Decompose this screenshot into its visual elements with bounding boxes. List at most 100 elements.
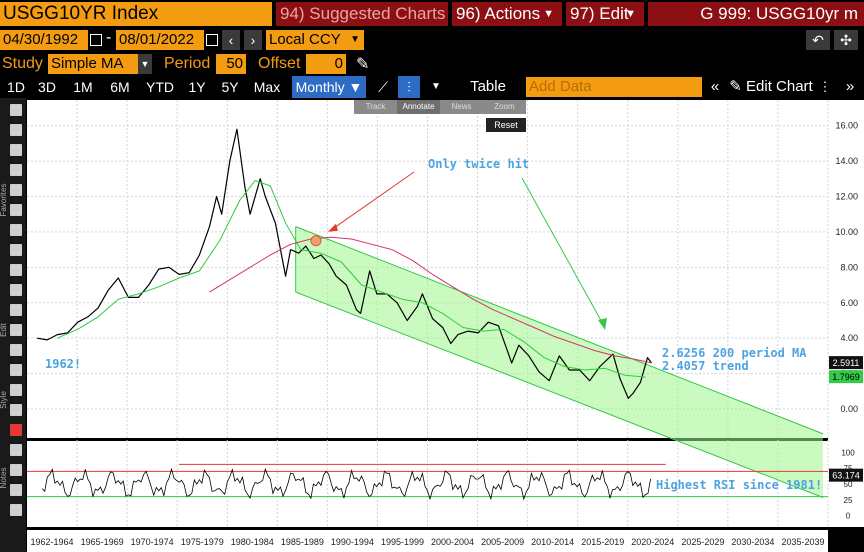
- offset-field[interactable]: 0: [306, 54, 346, 74]
- overlay-tool-news[interactable]: News: [451, 102, 472, 111]
- overlay-tool-zoom[interactable]: Zoom: [494, 102, 515, 111]
- side-tab-style[interactable]: Style: [0, 391, 8, 409]
- period-button-6m[interactable]: 6M: [110, 79, 130, 95]
- x-axis-bg: [27, 530, 828, 552]
- settings-icon[interactable]: ✣: [834, 30, 858, 50]
- y-tick-label: 4.00: [840, 333, 858, 343]
- overlay-tool-annotate[interactable]: Annotate: [397, 100, 440, 114]
- chevron-down-icon: ▼: [138, 54, 152, 74]
- pattern-icon[interactable]: [10, 284, 22, 296]
- suggested-charts-label: 94) Suggested Charts: [280, 4, 446, 23]
- color-icon[interactable]: [10, 424, 22, 436]
- rsi-line: [41, 467, 651, 501]
- trend-channel: [295, 226, 824, 498]
- text-edit-icon[interactable]: [10, 164, 22, 176]
- x-tick-label: 2025-2029: [681, 537, 724, 547]
- add-data-input[interactable]: Add Data: [526, 77, 702, 97]
- side-tab-edit[interactable]: Edit: [0, 322, 8, 337]
- calendar-icon[interactable]: [90, 34, 102, 46]
- date-separator: -: [106, 29, 112, 46]
- period-button-3d[interactable]: 3D: [38, 79, 56, 95]
- actions-menu[interactable]: 96) Actions ▼: [452, 2, 562, 26]
- side-tab-notes[interactable]: Notes: [0, 468, 8, 489]
- suggested-charts-menu[interactable]: 94) Suggested Charts: [276, 2, 448, 26]
- ma50-line: [57, 180, 646, 378]
- edit-menu[interactable]: 97) Edit ▼: [566, 2, 644, 26]
- bar-chart-icon[interactable]: ⫶: [398, 76, 420, 98]
- cursor-icon[interactable]: [10, 104, 22, 116]
- hline-icon[interactable]: [10, 264, 22, 276]
- annotation-layer: Only twice hit 1962! 2.6256 200 period MA2…: [45, 157, 807, 373]
- measure-icon[interactable]: [10, 324, 22, 336]
- window-title: G 999: USGG10yr m: [648, 2, 864, 26]
- font-icon[interactable]: [10, 404, 22, 416]
- x-tick-label: 1965-1969: [81, 537, 124, 547]
- shape-icon[interactable]: [10, 304, 22, 316]
- line-chart-icon[interactable]: ⟋: [378, 79, 388, 95]
- touch-point-marker: [310, 235, 322, 247]
- frequency-select[interactable]: Monthly ▼: [292, 76, 366, 98]
- eraser-icon[interactable]: [10, 364, 22, 376]
- calendar-icon[interactable]: [206, 34, 218, 46]
- currency-select[interactable]: Local CCY ▼: [266, 30, 364, 50]
- expand-icon[interactable]: »: [845, 78, 855, 95]
- collapse-icon[interactable]: «: [710, 78, 720, 95]
- prev-range-button[interactable]: ‹: [222, 30, 240, 50]
- table-button[interactable]: Table: [470, 78, 506, 95]
- rsi-tick-label: 50: [844, 480, 853, 489]
- overlay-tool-track[interactable]: Track: [365, 102, 386, 111]
- add-data-placeholder: Add Data: [529, 78, 592, 95]
- x-tick-label: 1962-1964: [31, 537, 74, 547]
- chevron-down-icon: ▼: [348, 79, 363, 95]
- period-button-1d[interactable]: 1D: [7, 79, 25, 95]
- ticker-field[interactable]: USGG10YR Index: [0, 2, 272, 26]
- period-button-1m[interactable]: 1M: [73, 79, 93, 95]
- annotation-1962: 1962!: [45, 357, 81, 371]
- next-range-button[interactable]: ›: [244, 30, 262, 50]
- more-icon[interactable]: ⋮: [818, 79, 832, 94]
- annotation-trend-label: 2.4057 trend: [662, 359, 749, 373]
- trend-icon[interactable]: [10, 204, 22, 216]
- side-tab-favorites[interactable]: Favorites: [0, 184, 8, 217]
- fill-icon[interactable]: [10, 464, 22, 476]
- study-select[interactable]: Simple MA ▼: [48, 54, 152, 74]
- delete-icon[interactable]: [10, 384, 22, 396]
- period-button-ytd[interactable]: YTD: [146, 79, 174, 95]
- text-icon[interactable]: [10, 144, 22, 156]
- y-tick-label: 16.00: [835, 121, 858, 131]
- period-button-1y[interactable]: 1Y: [188, 79, 206, 95]
- period-button-5y[interactable]: 5Y: [221, 79, 239, 95]
- edit-chart-button[interactable]: ✎ Edit Chart: [728, 76, 814, 98]
- x-tick-label: 2015-2019: [581, 537, 624, 547]
- zoom-icon[interactable]: [10, 124, 22, 136]
- annotation-rsi-label: Highest RSI since 1981!: [656, 478, 822, 492]
- edit-label: 97) Edit: [570, 4, 629, 23]
- start-date-field[interactable]: 04/30/1992: [0, 30, 88, 50]
- price-line: [37, 128, 653, 399]
- x-tick-label: 1970-1974: [131, 537, 174, 547]
- window-title-text: G 999: USGG10yr m: [700, 4, 858, 23]
- x-tick-label: 2000-2004: [431, 537, 474, 547]
- x-tick-label: 2005-2009: [481, 537, 524, 547]
- green-arrow-line: [521, 177, 605, 327]
- notes-icon[interactable]: [10, 484, 22, 496]
- undo-icon[interactable]: ↶: [806, 30, 830, 50]
- reset-button[interactable]: Reset: [486, 118, 526, 132]
- left-tool-sidebar: Favorites Edit Style Notes: [0, 98, 26, 552]
- chart-type-dropdown[interactable]: ▼: [431, 81, 441, 92]
- pencil-icon[interactable]: ✎: [356, 56, 370, 73]
- ruler-icon[interactable]: [10, 184, 22, 196]
- settings-icon[interactable]: [10, 504, 22, 516]
- end-date-field[interactable]: 08/01/2022: [116, 30, 204, 50]
- pen-icon[interactable]: [10, 344, 22, 356]
- y-tick-label: 0.00: [840, 404, 858, 414]
- palette-icon[interactable]: [10, 444, 22, 456]
- period-button-max[interactable]: Max: [253, 79, 281, 95]
- pitchfork-icon[interactable]: [10, 224, 22, 236]
- frequency-value: Monthly: [295, 79, 345, 95]
- fib-icon[interactable]: [10, 244, 22, 256]
- x-tick-label: 1990-1994: [331, 537, 374, 547]
- chevron-down-icon: ▼: [625, 8, 636, 20]
- period-field[interactable]: 50: [216, 54, 246, 74]
